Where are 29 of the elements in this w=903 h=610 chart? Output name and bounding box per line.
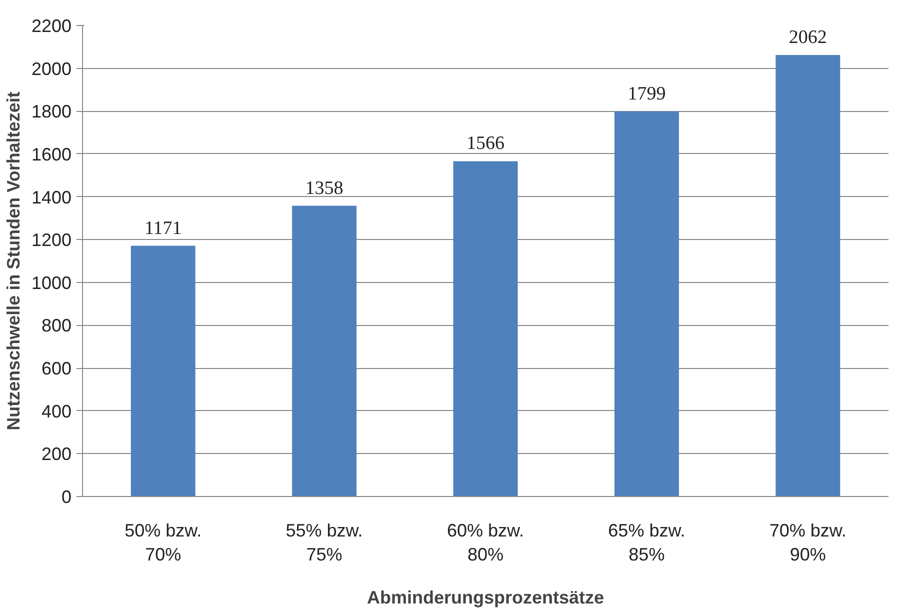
bar [130, 246, 196, 496]
x-tick-label: 70% bzw. 90% [769, 520, 846, 564]
x-axis-title: Abminderungsprozentsätze [366, 588, 604, 608]
x-tick-label: 60% bzw. 80% [446, 520, 524, 564]
y-tick-label: 200 [41, 444, 72, 464]
y-tick-label: 2200 [31, 16, 72, 36]
x-tick-label: 50% bzw. 70% [124, 520, 202, 564]
bar [614, 111, 679, 496]
y-tick-label: 1000 [31, 272, 72, 293]
bar [453, 161, 518, 496]
y-tick-label: 800 [41, 316, 72, 336]
y-tick-label: 1600 [31, 144, 72, 164]
data-label: 1171 [144, 218, 182, 239]
y-tick-label: 400 [41, 401, 72, 422]
y-tick-label: 1400 [31, 187, 72, 208]
bar [776, 55, 840, 496]
data-label: 1566 [466, 133, 504, 154]
y-tick-label: 1200 [31, 230, 72, 250]
data-label: 2062 [788, 27, 827, 48]
data-label: 1358 [305, 178, 344, 199]
y-axis-title: Nutzenschwelle in Stunden Vorhaltezeit [3, 92, 24, 430]
x-tick-label: 55% bzw. 75% [286, 520, 363, 564]
y-tick-label: 600 [41, 358, 72, 379]
x-tick-label: 65% bzw. 85% [608, 520, 686, 564]
y-tick-label: 2000 [31, 58, 72, 79]
data-label: 1799 [628, 83, 666, 104]
bar [292, 206, 357, 496]
y-tick-label: 1800 [31, 102, 72, 122]
y-tick-label: 0 [61, 487, 72, 507]
